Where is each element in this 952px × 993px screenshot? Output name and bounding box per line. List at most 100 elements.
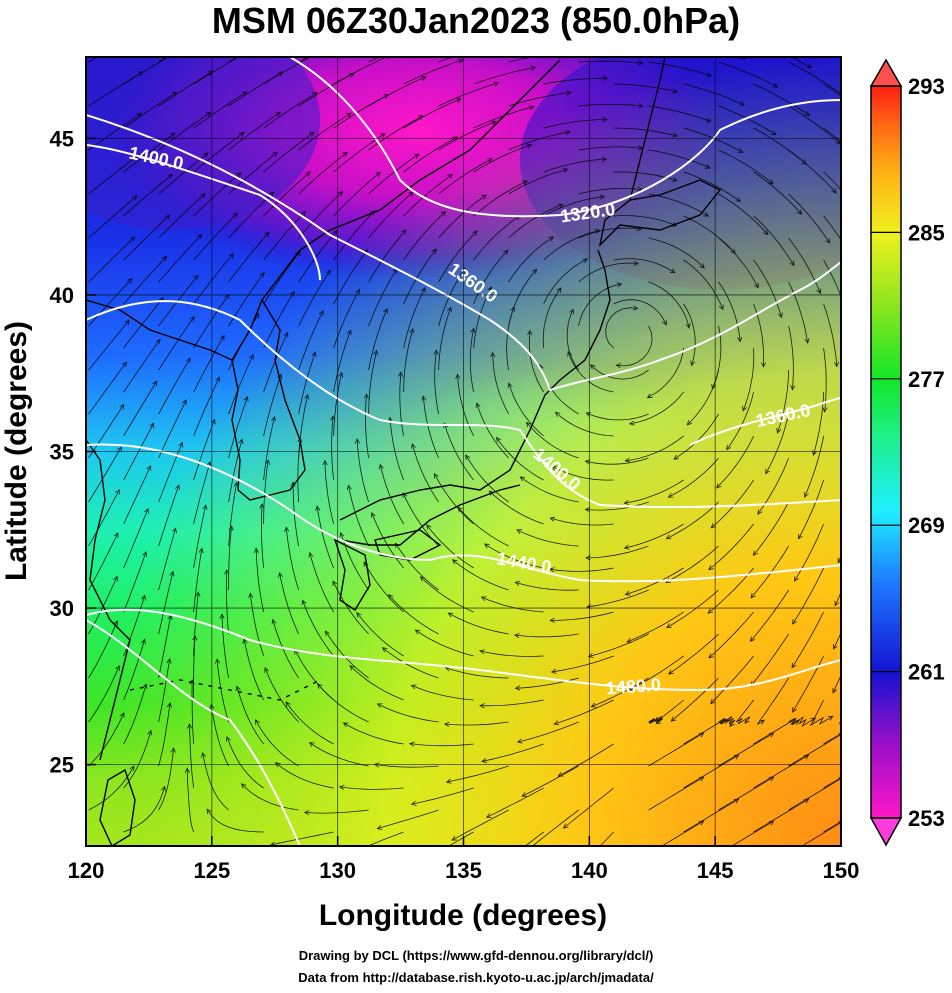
streamline xyxy=(123,93,176,129)
streamline xyxy=(368,231,406,283)
streamline xyxy=(403,138,457,173)
streamline xyxy=(836,591,841,605)
streamline xyxy=(193,421,215,481)
streamline xyxy=(194,637,196,700)
streamline xyxy=(389,595,439,635)
streamline xyxy=(293,483,299,547)
streamline xyxy=(483,743,544,761)
streamline xyxy=(527,423,579,459)
streamline xyxy=(158,401,186,459)
streamline xyxy=(453,809,509,840)
streamline xyxy=(823,303,837,365)
streamline xyxy=(788,716,815,727)
streamline xyxy=(473,251,508,305)
streamline xyxy=(543,119,606,129)
streamline xyxy=(228,73,282,107)
streamline xyxy=(88,321,129,371)
streamline xyxy=(631,391,684,424)
contour-1440 xyxy=(86,443,841,583)
streamline xyxy=(368,310,387,371)
streamline xyxy=(123,257,166,305)
streamline xyxy=(341,534,369,591)
x-tick-label: 150 xyxy=(823,858,860,883)
streamline xyxy=(123,340,160,393)
streamline xyxy=(438,308,451,371)
streamline xyxy=(158,529,176,591)
streamline xyxy=(605,308,637,349)
streamline xyxy=(718,61,777,87)
streamline xyxy=(447,668,509,679)
streamline xyxy=(753,800,808,833)
streamline xyxy=(387,854,438,891)
x-tick-label: 130 xyxy=(319,858,356,883)
streamline xyxy=(648,105,710,121)
streamline xyxy=(543,197,604,217)
streamline xyxy=(508,132,569,151)
x-tick-label: 125 xyxy=(193,858,230,883)
streamline xyxy=(823,83,841,97)
streamline xyxy=(88,114,141,151)
streamline xyxy=(222,615,229,679)
streamline xyxy=(553,467,614,481)
streamline xyxy=(516,634,579,637)
streamline xyxy=(366,395,369,459)
streamline xyxy=(332,417,334,481)
streamline xyxy=(648,61,711,76)
streamline xyxy=(599,831,614,846)
streamline xyxy=(648,237,704,267)
streamline xyxy=(193,57,240,85)
streamline xyxy=(667,545,719,582)
coastline-primorye xyxy=(261,59,561,301)
streamline xyxy=(474,27,536,40)
streamline xyxy=(88,197,137,239)
streamline xyxy=(400,373,404,437)
x-tick-label: 135 xyxy=(445,858,482,883)
streamline xyxy=(228,484,237,547)
streamline xyxy=(286,528,299,591)
streamline xyxy=(490,492,544,525)
streamline xyxy=(158,154,208,195)
streamline xyxy=(823,777,841,789)
streamline xyxy=(469,329,473,393)
streamline xyxy=(193,593,199,657)
colorbar-min-arrow xyxy=(869,817,903,847)
streamline xyxy=(193,506,206,569)
y-tick-label: 45 xyxy=(50,126,74,151)
streamline xyxy=(158,444,182,503)
x-tick-label: 120 xyxy=(68,858,105,883)
streamline xyxy=(473,68,535,85)
streamline xyxy=(158,573,173,635)
streamline xyxy=(438,159,492,195)
contour-southwest xyxy=(86,619,301,846)
streamline xyxy=(403,289,425,349)
streamline xyxy=(508,57,535,63)
streamline xyxy=(438,83,498,107)
streamline xyxy=(684,57,744,58)
coastline-korea xyxy=(231,298,306,501)
streamline xyxy=(591,366,649,380)
streamline xyxy=(788,105,840,143)
colorbar-tick-label: 261 xyxy=(908,660,945,685)
streamline xyxy=(753,171,801,213)
streamline xyxy=(894,40,944,78)
streamline xyxy=(823,215,841,241)
streamline xyxy=(123,553,146,613)
streamline xyxy=(578,284,621,327)
streamline xyxy=(123,597,145,657)
streamline xyxy=(683,215,735,253)
x-tick-label: 145 xyxy=(697,858,734,883)
streamline xyxy=(435,351,439,415)
streamline xyxy=(333,212,374,261)
streamline xyxy=(298,192,342,239)
streamline xyxy=(508,238,553,283)
streamline xyxy=(751,589,789,641)
streamline xyxy=(473,145,531,173)
streamline xyxy=(793,611,824,667)
streamline xyxy=(88,363,126,415)
streamline xyxy=(190,725,194,789)
streamline xyxy=(193,378,219,437)
streamline xyxy=(193,93,246,129)
streamline xyxy=(427,526,474,569)
streamline xyxy=(481,651,544,657)
streamline xyxy=(264,12,321,40)
